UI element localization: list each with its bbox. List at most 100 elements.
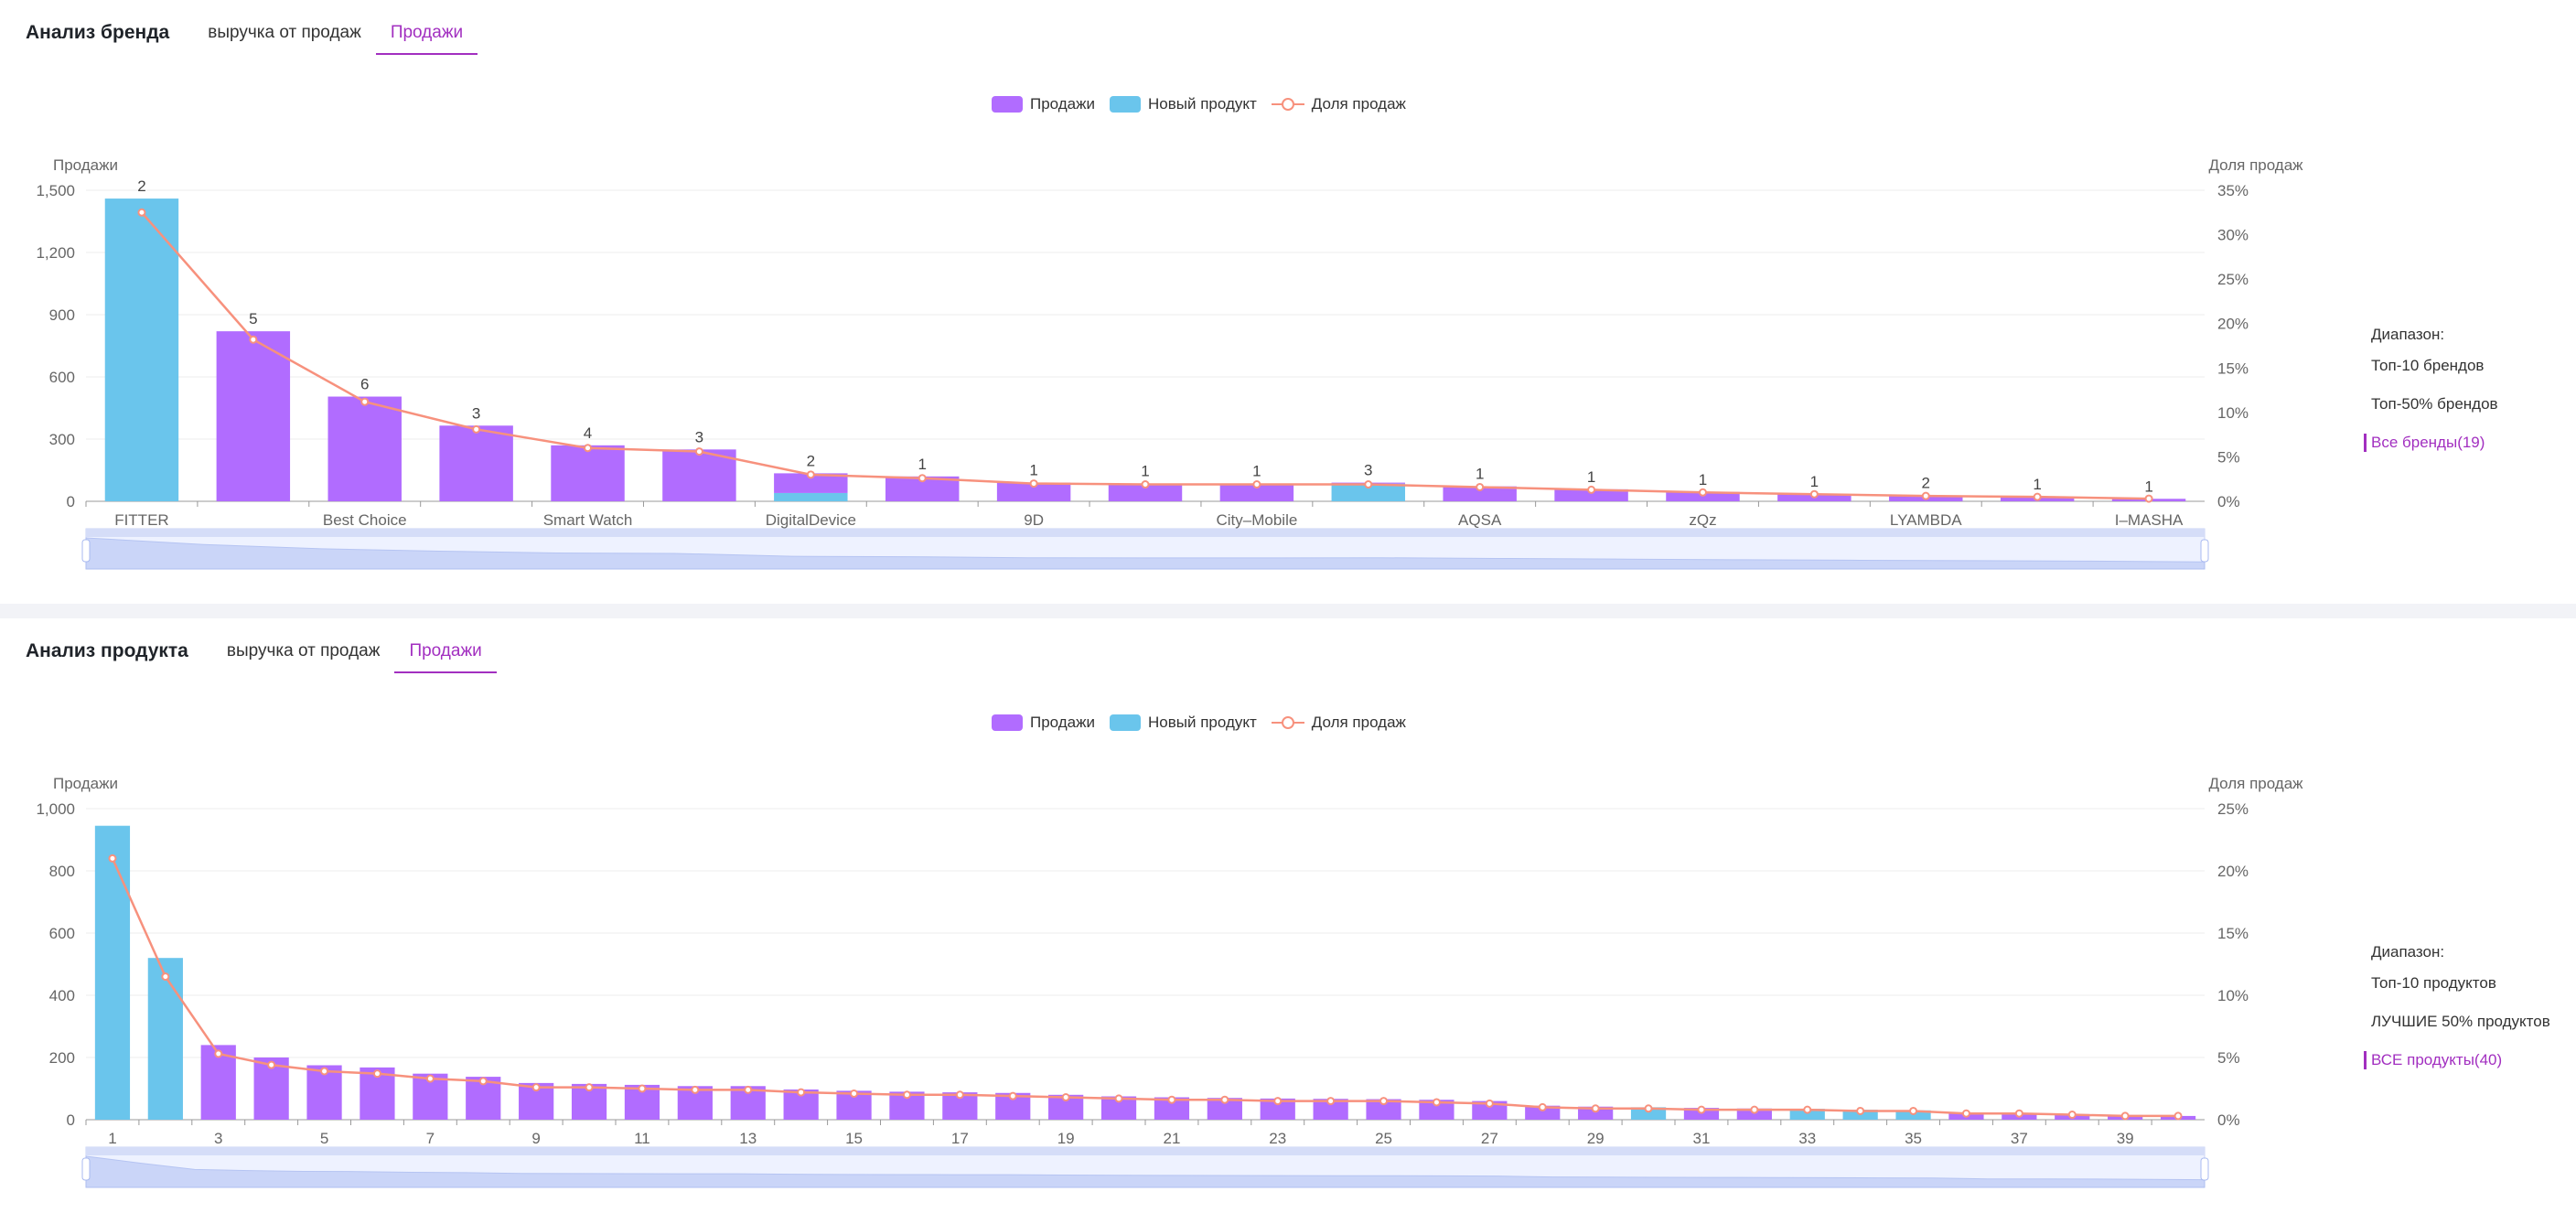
- x-tick-label: 31: [1692, 1130, 1710, 1147]
- bar-sales: [551, 445, 625, 501]
- share-point: [638, 1084, 647, 1093]
- y-axis-title: Продажи: [53, 775, 118, 792]
- y2-axis-title: Доля продаж: [2208, 156, 2303, 174]
- bar-sales: [1578, 1106, 1614, 1120]
- bar-sales: [1525, 1105, 1561, 1120]
- share-point: [850, 1089, 859, 1098]
- bar-sales: [216, 331, 291, 501]
- y2-tick-label: 30%: [2217, 227, 2249, 244]
- share-point: [320, 1067, 329, 1076]
- bar-sales: [439, 425, 513, 501]
- x-tick-label: 37: [2011, 1130, 2028, 1147]
- brand-range-top10[interactable]: Топ-10 брендов: [2371, 357, 2485, 374]
- legend-sales[interactable]: Продажи: [992, 95, 1095, 113]
- product-range-top10[interactable]: Топ-10 продуктов: [2371, 974, 2496, 992]
- share-point: [2033, 492, 2042, 501]
- legend-sales-share[interactable]: Доля продаж: [1271, 95, 1406, 113]
- share-point: [472, 424, 481, 434]
- legend-sales-share-swatch: [1271, 98, 1304, 111]
- x-tick-label: 25: [1375, 1130, 1392, 1147]
- share-point: [1252, 480, 1261, 489]
- bar-sales: [996, 482, 1071, 501]
- y-tick-label: 0: [67, 493, 75, 510]
- bar-value-label: 1: [1810, 473, 1819, 490]
- bar-value-label: 3: [472, 404, 480, 422]
- x-tick-label: 19: [1057, 1130, 1075, 1147]
- share-point: [1809, 489, 1819, 499]
- datazoom-handle-right: [2200, 1157, 2209, 1181]
- bar-value-label: 5: [249, 310, 257, 327]
- product-range-all[interactable]: ВСЕ продукты(40): [2364, 1051, 2550, 1069]
- bar-new-product: [147, 958, 183, 1120]
- share-point: [1961, 1109, 1970, 1118]
- x-tick-label: 9: [531, 1130, 540, 1147]
- y2-tick-label: 20%: [2217, 863, 2249, 880]
- y-tick-label: 800: [49, 863, 75, 880]
- bar-sales: [1366, 1099, 1401, 1120]
- bar-sales: [327, 396, 402, 501]
- share-point: [1644, 1104, 1653, 1113]
- share-point: [1379, 1097, 1389, 1106]
- share-point: [1364, 480, 1373, 489]
- brand-tab-sales[interactable]: Продажи: [375, 18, 478, 55]
- y-tick-label: 400: [49, 987, 75, 1004]
- bar-sales: [1736, 1108, 1772, 1120]
- y2-tick-label: 5%: [2217, 448, 2240, 466]
- bar-new-product: [1331, 483, 1406, 501]
- y-tick-label: 300: [49, 431, 75, 448]
- share-point: [1485, 1099, 1494, 1108]
- product-tab-sales[interactable]: Продажи: [394, 637, 497, 673]
- x-tick-label: 29: [1587, 1130, 1605, 1147]
- share-point: [214, 1049, 223, 1058]
- product-analysis-panel: Анализ продукта выручка от продаж Продаж…: [0, 618, 2576, 1213]
- bar-value-label: 3: [695, 428, 703, 445]
- share-point: [1220, 1095, 1229, 1104]
- product-range-selector: Диапазон: Топ-10 продуктов ЛУЧШИЕ 50% пр…: [2364, 943, 2550, 1090]
- y2-tick-label: 5%: [2217, 1049, 2240, 1067]
- legend-new-product[interactable]: Новый продукт: [1110, 714, 1257, 732]
- legend-new-product[interactable]: Новый продукт: [1110, 95, 1257, 113]
- share-point: [1538, 1102, 1547, 1111]
- y2-tick-label: 20%: [2217, 316, 2249, 333]
- share-point: [1273, 1097, 1283, 1106]
- y-tick-label: 1,200: [36, 244, 75, 262]
- brand-panel-title: Анализ бренда: [26, 22, 170, 43]
- brand-range-top50[interactable]: Топ-50% брендов: [2371, 395, 2498, 413]
- product-tab-revenue[interactable]: выручка от продаж: [226, 641, 381, 660]
- y-tick-label: 200: [49, 1049, 75, 1067]
- legend-sales-share-swatch: [1271, 716, 1304, 729]
- legend-sales-share[interactable]: Доля продаж: [1271, 714, 1406, 732]
- share-point: [1921, 491, 1930, 500]
- legend-new-product-swatch: [1110, 714, 1141, 731]
- bar-value-label: 1: [1476, 466, 1484, 483]
- product-chart-legend: Продажи Новый продукт Доля продаж: [992, 714, 1421, 732]
- y2-tick-label: 25%: [2217, 271, 2249, 288]
- legend-sales-label: Продажи: [1030, 95, 1095, 113]
- y2-tick-label: 15%: [2217, 925, 2249, 942]
- share-point: [1697, 1105, 1706, 1114]
- product-range-top50[interactable]: ЛУЧШИЕ 50% продуктов: [2371, 1013, 2550, 1030]
- legend-sales[interactable]: Продажи: [992, 714, 1095, 732]
- bar-new-product: [1630, 1107, 1667, 1120]
- bar-sales: [1219, 483, 1294, 501]
- legend-sales-swatch: [992, 96, 1023, 113]
- x-tick-label: 7: [426, 1130, 435, 1147]
- share-point: [806, 470, 815, 479]
- x-tick-label: 13: [739, 1130, 757, 1147]
- x-tick-label: 17: [951, 1130, 969, 1147]
- x-tick-label: 11: [634, 1130, 650, 1147]
- panel-divider: [0, 604, 2576, 618]
- y2-tick-label: 35%: [2217, 182, 2249, 199]
- brand-tab-revenue[interactable]: выручка от продаж: [208, 23, 361, 42]
- share-point: [1476, 482, 1485, 491]
- share-point: [372, 1069, 381, 1079]
- share-point: [2067, 1111, 2077, 1120]
- y-tick-label: 600: [49, 925, 75, 942]
- brand-range-all[interactable]: Все бренды(19): [2364, 434, 2498, 452]
- x-tick-label: 5: [320, 1130, 328, 1147]
- y-axis-title: Продажи: [53, 156, 118, 174]
- share-point: [1856, 1106, 1865, 1115]
- bar-sales: [1554, 488, 1628, 501]
- bar-value-label: 1: [2144, 478, 2152, 495]
- brand-range-selector: Диапазон: Топ-10 брендов Топ-50% брендов…: [2364, 326, 2498, 472]
